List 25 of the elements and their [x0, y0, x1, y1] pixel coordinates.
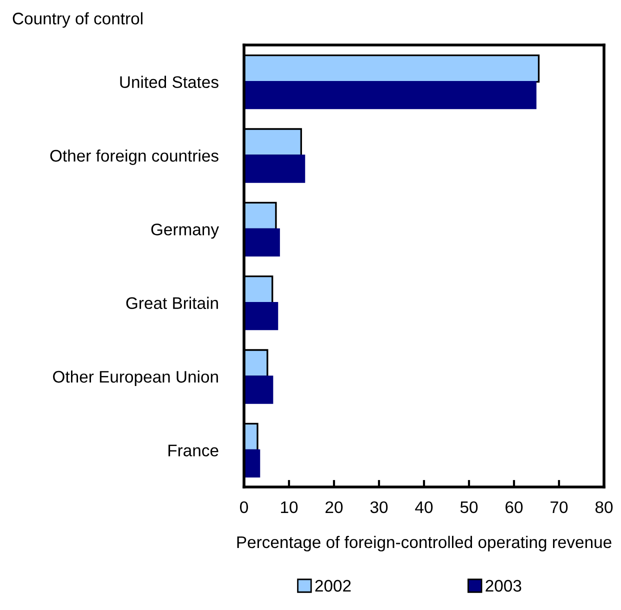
- x-tick-label: 40: [415, 501, 433, 514]
- bar: [244, 376, 274, 404]
- legend-label: 2003: [486, 580, 522, 592]
- x-axis-title: Percentage of foreign-controlled operating revenue: [237, 536, 612, 552]
- y-tick-label: Great Britain: [126, 296, 218, 310]
- legend-label: 2002: [315, 580, 351, 592]
- bar: [244, 81, 536, 110]
- x-tick-label: 60: [506, 501, 523, 514]
- x-tick-label: 30: [370, 501, 388, 514]
- bar: [244, 154, 306, 183]
- bar: [244, 302, 278, 330]
- x-tick-label: 10: [281, 501, 298, 514]
- x-tick-label: 80: [595, 501, 613, 514]
- y-tick-label: Other European Union: [53, 370, 218, 386]
- x-tick-label: 0: [240, 501, 248, 514]
- y-tick-label: France: [168, 444, 218, 456]
- y-axis-title: Country of control: [12, 12, 142, 28]
- bar: [244, 228, 280, 257]
- x-tick-label: 20: [326, 501, 343, 514]
- y-tick-label: Other foreign countries: [50, 149, 218, 165]
- y-tick-label: Germany: [151, 224, 219, 239]
- bar: [244, 449, 260, 478]
- x-tick-label: 70: [550, 501, 568, 514]
- x-tick-label: 50: [460, 501, 478, 514]
- y-tick-label: United States: [120, 76, 218, 88]
